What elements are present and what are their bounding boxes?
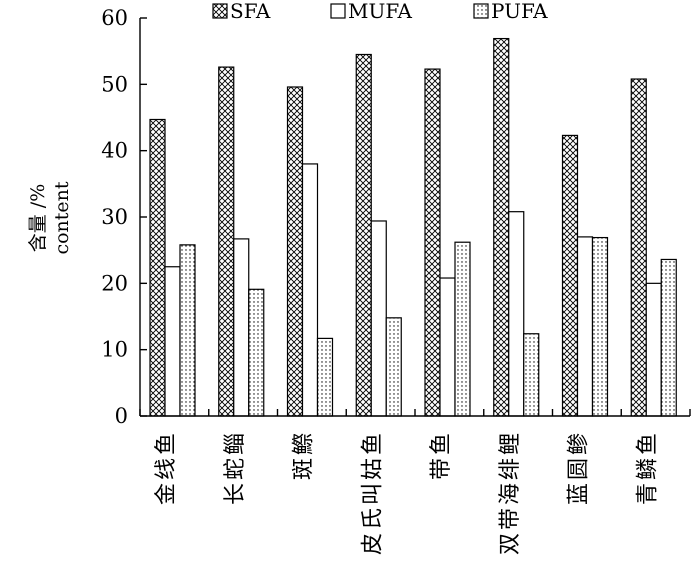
y-tick-label: 50 <box>101 72 128 96</box>
bar-mufa <box>508 211 525 417</box>
bar-pufa <box>523 333 540 417</box>
bar-pufa <box>179 244 196 417</box>
chart-legend: SFA MUFA PUFA <box>212 0 548 23</box>
x-tick-label: 蓝圆鲹 <box>567 430 592 505</box>
legend-label-pufa: PUFA <box>491 0 548 23</box>
legend-label-sfa: SFA <box>230 0 271 23</box>
bars-group <box>149 37 677 417</box>
bar-mufa <box>370 220 387 417</box>
y-axis-label-line2: content <box>51 181 73 254</box>
bar-pufa <box>591 236 609 417</box>
bar-pufa <box>385 317 402 417</box>
bar-mufa <box>164 266 181 417</box>
bar-sfa <box>355 53 372 417</box>
x-tick-label: 青鳞鱼 <box>635 430 660 505</box>
y-tick-label: 20 <box>101 271 128 295</box>
x-tick-label: 带鱼 <box>429 430 454 480</box>
bar-mufa <box>301 163 319 417</box>
x-axis: 金线鱼 长蛇鲻 斑鰶 皮氏叫姑鱼 带鱼 双带海绯鲤 蓝圆鲹 青鳞鱼 <box>139 409 691 555</box>
y-axis-label: 含量 /% content <box>27 181 73 254</box>
bar-sfa <box>424 68 441 417</box>
y-tick-label: 10 <box>101 338 128 362</box>
x-tick-label: 皮氏叫姑鱼 <box>360 430 385 555</box>
y-tick-label: 40 <box>101 139 128 163</box>
y-axis: 0 10 20 30 40 50 60 <box>101 6 147 428</box>
x-tick-label: 斑鰶 <box>292 430 317 480</box>
bar-sfa <box>493 37 510 417</box>
x-tick-label: 金线鱼 <box>154 430 179 505</box>
bar-sfa <box>630 78 647 417</box>
x-tick-label: 双带海绯鲤 <box>498 430 523 555</box>
y-tick-label: 30 <box>101 205 128 229</box>
x-tick-label: 长蛇鲻 <box>223 430 248 505</box>
bar-sfa <box>286 86 304 417</box>
bar-sfa <box>561 134 579 417</box>
bar-mufa <box>439 277 456 417</box>
bar-mufa <box>645 282 662 417</box>
legend-swatch-sfa <box>212 3 228 19</box>
bar-mufa <box>233 238 250 417</box>
bar-mufa <box>576 236 594 417</box>
bar-pufa <box>660 258 677 417</box>
legend-swatch-pufa <box>473 3 489 19</box>
y-tick-label: 0 <box>115 404 128 428</box>
bar-pufa <box>454 241 471 417</box>
legend-label-mufa: MUFA <box>348 0 412 23</box>
y-axis-label-line1: 含量 /% <box>27 184 49 253</box>
bar-sfa <box>218 66 235 417</box>
bar-pufa <box>248 288 265 417</box>
bar-sfa <box>149 118 166 417</box>
legend-swatch-mufa <box>330 3 346 19</box>
bar-pufa <box>316 337 334 417</box>
y-tick-label: 60 <box>101 6 128 30</box>
